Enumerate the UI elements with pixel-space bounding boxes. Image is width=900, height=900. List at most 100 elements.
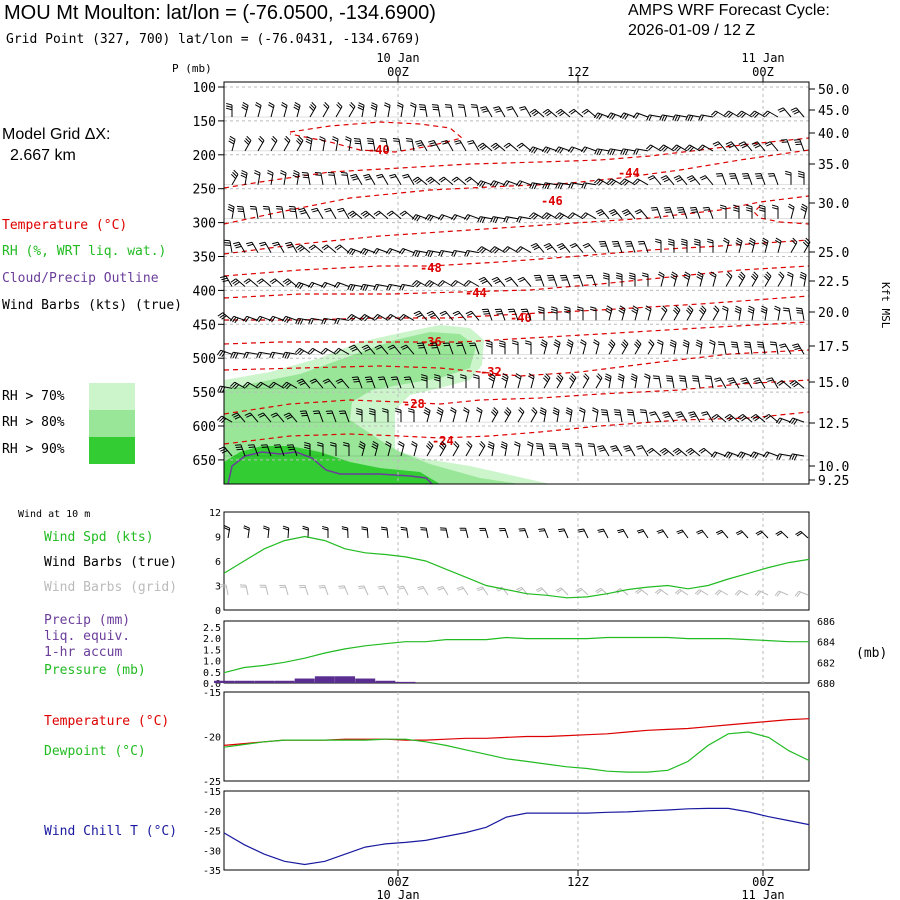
legend-dewpoint: Dewpoint (°C) — [44, 744, 146, 759]
upper-wind-barb-flag — [502, 375, 508, 380]
upper-wind-barb-flag — [359, 440, 366, 445]
upper-wind-barb-flag — [750, 110, 755, 116]
upper-wind-barb-flag — [601, 411, 608, 414]
upper-wind-barb-flag — [476, 407, 483, 411]
upper-wind-barb-flag — [746, 207, 753, 210]
upper-wind-barb — [511, 106, 519, 118]
upper-wind-barb-flag — [438, 176, 445, 181]
upper-wind-barb-flag — [395, 408, 402, 411]
upper-wind-barb-flag — [499, 342, 506, 346]
upper-wind-barb-flag — [471, 106, 478, 109]
upper-wind-barb-flag — [425, 250, 429, 257]
upper-wind-barb-flag — [739, 452, 744, 458]
precip-tick-label: 2.0 — [203, 634, 221, 645]
surface-wind-barb-flag — [420, 529, 427, 531]
upper-wind-barb-flag — [423, 411, 430, 416]
isotherm-line — [223, 411, 810, 445]
upper-wind-barb-flag — [713, 111, 719, 117]
upper-wind-barb-flag — [450, 214, 456, 220]
upper-wind-barb-flag — [306, 138, 312, 142]
upper-wind-barb-flag — [262, 205, 269, 208]
upper-wind-barb-flag — [233, 169, 239, 175]
upper-wind-barb-flag — [636, 210, 643, 215]
upper-wind-barb-flag — [286, 416, 293, 420]
upper-wind-barb-flag — [759, 204, 766, 208]
upper-wind-barb-flag — [237, 208, 244, 210]
upper-wind-barb-flag — [633, 148, 637, 155]
upper-wind-barb-flag — [793, 454, 798, 461]
upper-wind-barb-flag — [334, 347, 339, 353]
upper-wind-barb-flag — [618, 310, 625, 314]
upper-wind-barb-flag — [624, 149, 629, 156]
upper-wind-barb-flag — [722, 307, 728, 312]
upper-wind-barb-flag — [418, 347, 425, 349]
upper-wind-barb-flag — [688, 411, 695, 414]
upper-wind-barb-flag — [791, 418, 796, 425]
upper-wind-barb-flag — [793, 111, 800, 115]
upper-wind-barb-flag — [791, 381, 797, 386]
upper-wind-barb-flag — [363, 173, 370, 177]
upper-wind-barb-flag — [227, 208, 234, 213]
upper-wind-barb-flag — [349, 212, 355, 217]
upper-wind-barb-flag — [375, 249, 380, 255]
upper-wind-barb-flag — [248, 446, 255, 448]
windchill-tick-label: -15 — [203, 787, 221, 798]
upper-wind-barb-flag — [678, 375, 685, 377]
upper-wind-barb-flag — [533, 148, 538, 154]
upper-wind-barb-flag — [569, 377, 574, 383]
surface-wind-barb-grid-flag — [357, 585, 365, 588]
surface-wind-barb-flag — [597, 528, 604, 532]
upper-wind-barb-flag — [800, 271, 807, 276]
upper-wind-barb-flag — [442, 142, 449, 145]
precip-bar — [395, 681, 416, 683]
upper-wind-barb-flag — [416, 251, 421, 257]
upper-wind-barb-flag — [735, 242, 742, 247]
upper-wind-barb-flag — [429, 251, 434, 257]
upper-wind-barb — [442, 280, 454, 287]
upper-wind-barb-flag — [231, 173, 236, 179]
upper-wind-barb-flag — [411, 443, 417, 448]
upper-wind-barb-flag — [540, 407, 547, 411]
top-panel-axes: 10015020025030035040045050055060065050.0… — [172, 51, 892, 489]
upper-wind-barb-flag — [601, 413, 608, 416]
upper-wind-barb-flag — [530, 242, 537, 247]
upper-wind-barb-flag — [401, 249, 406, 255]
upper-wind-barb-flag — [675, 176, 682, 181]
upper-wind-barb-flag — [647, 175, 654, 179]
upper-wind-barb-flag — [635, 179, 641, 185]
upper-wind-barb-flag — [772, 207, 779, 210]
upper-wind-barb-flag — [607, 178, 612, 184]
upper-wind-barb — [482, 142, 493, 152]
upper-wind-barb — [643, 241, 649, 253]
upper-wind-barb-flag — [299, 382, 306, 386]
upper-wind-barb-flag — [281, 316, 287, 322]
upper-wind-barb-flag — [741, 144, 748, 149]
pressure-tick-label: 100 — [193, 81, 216, 96]
rh-shading — [224, 325, 550, 485]
upper-wind-barb-flag — [222, 279, 229, 283]
upper-wind-barb-flag — [552, 412, 559, 416]
upper-wind-barb-flag — [356, 408, 363, 411]
surface-wind-barb-grid-flag — [476, 586, 483, 590]
upper-wind-barb-flag — [429, 314, 436, 318]
upper-wind-barb-flag — [624, 240, 631, 243]
upper-wind-barb-flag — [557, 147, 562, 153]
upper-wind-barb-flag — [285, 135, 291, 141]
upper-wind-barb-flag — [408, 408, 415, 411]
upper-wind-barb-flag — [749, 451, 755, 458]
surface-wind-barb-flag — [538, 530, 546, 532]
upper-wind-barb-flag — [351, 376, 358, 378]
upper-wind-barb-flag — [466, 215, 471, 221]
upper-wind-barb-flag — [296, 378, 303, 382]
upper-wind-barb-flag — [298, 135, 304, 141]
upper-wind-barb — [437, 105, 441, 118]
upper-wind-barb-flag — [406, 140, 413, 142]
upper-wind-barb-flag — [233, 241, 240, 245]
upper-wind-barb-flag — [321, 347, 326, 353]
surface-wind-barb-flag — [776, 532, 783, 536]
upper-wind-barb-flag — [369, 408, 376, 411]
upper-wind-barb-flag — [596, 375, 602, 381]
upper-wind-barb-flag — [455, 142, 462, 145]
upper-wind-barb-flag — [432, 106, 439, 109]
pressure-tick-label: 600 — [193, 420, 216, 435]
